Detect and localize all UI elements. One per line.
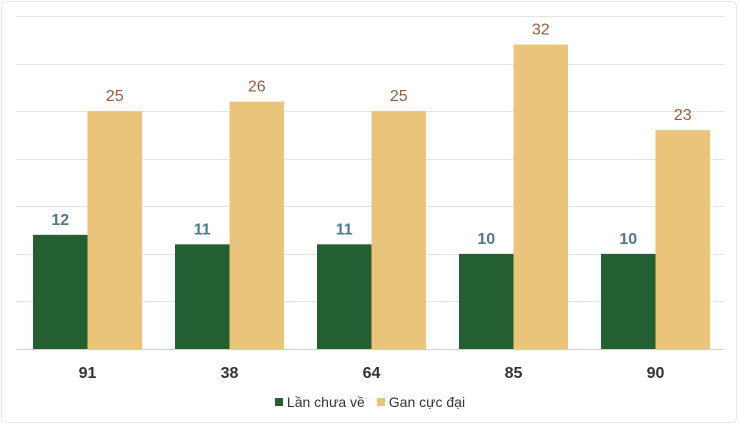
data-label-1-64: 11	[336, 221, 353, 238]
legend-label-series-2: Gan cực đại	[388, 394, 466, 410]
legend: Lần chưa về Gan cực đại	[0, 394, 740, 410]
bar-1-85[interactable]	[459, 253, 514, 349]
bar-1-90[interactable]	[601, 253, 656, 349]
data-label-1-91: 12	[51, 212, 69, 229]
x-tick-label-85: 85	[505, 365, 523, 382]
bar-2-64[interactable]	[371, 111, 427, 350]
x-tick-label-91: 91	[79, 365, 97, 382]
bar-1-38[interactable]	[175, 244, 230, 349]
legend-swatch-series-1	[274, 398, 283, 406]
x-tick-label-38: 38	[221, 365, 239, 382]
data-label-1-90: 10	[619, 231, 637, 248]
x-tick-label-90: 90	[647, 365, 665, 382]
bar-2-91[interactable]	[87, 111, 143, 350]
x-axis-tick-labels: 91 38 64 85 90	[79, 365, 665, 382]
bar-2-90[interactable]	[655, 130, 711, 349]
bar-2-38[interactable]	[229, 101, 285, 349]
legend-label-series-1: Lần chưa về	[286, 394, 365, 410]
data-label-2-64: 25	[390, 88, 408, 105]
data-label-2-90: 23	[674, 107, 692, 124]
legend-swatch-series-2	[376, 398, 385, 406]
data-label-1-38: 11	[194, 221, 211, 238]
x-tick-label-64: 64	[363, 365, 381, 382]
legend-item-series-2[interactable]: Gan cực đại	[376, 394, 466, 410]
bar-2-85[interactable]	[513, 44, 569, 350]
data-label-2-38: 26	[248, 79, 266, 96]
data-labels: 12 25 11 26 11 25 10 32 10 23	[51, 22, 691, 248]
data-label-2-85: 32	[532, 22, 550, 39]
data-label-1-85: 10	[477, 231, 495, 248]
bars	[33, 44, 711, 350]
bar-1-64[interactable]	[317, 244, 372, 349]
data-label-2-91: 25	[106, 88, 124, 105]
bar-1-91[interactable]	[33, 234, 88, 349]
legend-item-series-1[interactable]: Lần chưa về	[274, 394, 365, 410]
